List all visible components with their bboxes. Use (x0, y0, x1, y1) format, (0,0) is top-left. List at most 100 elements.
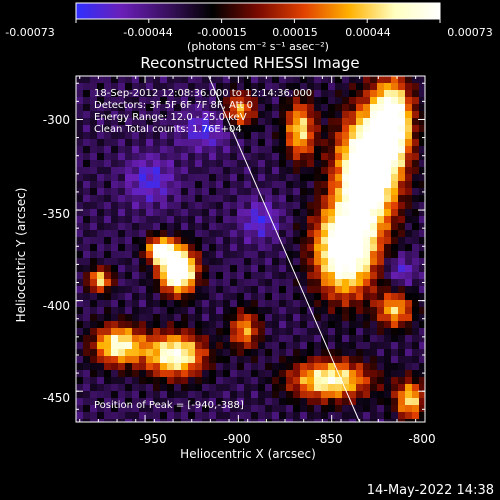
image-pixel (419, 146, 425, 154)
image-pixel (125, 412, 133, 420)
image-pixel (104, 209, 112, 217)
image-pixel (265, 419, 273, 422)
image-pixel (419, 349, 425, 357)
image-pixel (160, 195, 168, 203)
image-pixel (125, 160, 133, 168)
image-pixel (216, 419, 224, 422)
image-pixel (153, 181, 161, 189)
image-pixel (286, 83, 294, 91)
image-pixel (90, 349, 98, 357)
image-pixel (202, 405, 210, 413)
image-pixel (244, 258, 252, 266)
image-pixel (293, 160, 301, 168)
image-pixel (230, 328, 238, 336)
image-pixel (244, 384, 252, 392)
image-pixel (146, 83, 154, 91)
image-pixel (391, 391, 399, 399)
image-pixel (251, 209, 259, 217)
image-pixel (349, 377, 357, 385)
image-pixel (363, 349, 371, 357)
image-pixel (342, 405, 350, 413)
image-pixel (202, 363, 210, 371)
image-pixel (258, 377, 266, 385)
image-pixel (363, 335, 371, 343)
image-pixel (97, 363, 105, 371)
image-pixel (328, 335, 336, 343)
image-pixel (279, 181, 287, 189)
image-pixel (244, 237, 252, 245)
image-pixel (83, 412, 91, 420)
image-pixel (104, 258, 112, 266)
image-pixel (293, 118, 301, 126)
image-pixel (398, 146, 406, 154)
image-pixel (377, 216, 385, 224)
image-pixel (321, 83, 329, 91)
image-pixel (195, 153, 203, 161)
image-pixel (174, 104, 182, 112)
image-pixel (279, 244, 287, 252)
image-pixel (251, 104, 259, 112)
image-pixel (251, 356, 259, 364)
image-pixel (272, 258, 280, 266)
image-pixel (167, 321, 175, 329)
image-pixel (356, 216, 364, 224)
image-pixel (188, 293, 196, 301)
image-pixel (391, 328, 399, 336)
image-pixel (377, 139, 385, 147)
image-pixel (216, 223, 224, 231)
image-pixel (209, 328, 217, 336)
image-pixel (293, 342, 301, 350)
image-pixel (244, 293, 252, 301)
image-pixel (328, 265, 336, 273)
image-pixel (314, 132, 322, 140)
image-pixel (356, 97, 364, 105)
image-pixel (412, 153, 420, 161)
image-pixel (153, 363, 161, 371)
image-pixel (153, 83, 161, 91)
image-pixel (104, 356, 112, 364)
image-pixel (251, 307, 259, 315)
image-pixel (90, 286, 98, 294)
image-pixel (97, 202, 105, 210)
image-pixel (328, 370, 336, 378)
image-pixel (398, 216, 406, 224)
image-pixel (384, 195, 392, 203)
image-pixel (251, 167, 259, 175)
image-pixel (314, 97, 322, 105)
image-pixel (237, 181, 245, 189)
image-pixel (356, 356, 364, 364)
image-pixel (335, 174, 343, 182)
image-pixel (251, 335, 259, 343)
image-pixel (356, 125, 364, 133)
image-pixel (286, 237, 294, 245)
image-pixel (181, 321, 189, 329)
image-pixel (314, 412, 322, 420)
image-pixel (258, 230, 266, 238)
image-pixel (251, 419, 259, 422)
image-pixel (160, 293, 168, 301)
image-pixel (363, 230, 371, 238)
image-pixel (230, 111, 238, 119)
image-pixel (335, 321, 343, 329)
image-pixel (160, 209, 168, 217)
image-pixel (391, 167, 399, 175)
image-pixel (307, 412, 315, 420)
image-pixel (104, 279, 112, 287)
image-pixel (265, 118, 273, 126)
image-pixel (398, 188, 406, 196)
image-pixel (174, 188, 182, 196)
image-pixel (139, 125, 147, 133)
image-pixel (97, 384, 105, 392)
image-pixel (153, 125, 161, 133)
image-pixel (188, 300, 196, 308)
image-pixel (384, 384, 392, 392)
image-pixel (349, 279, 357, 287)
image-pixel (223, 363, 231, 371)
image-pixel (251, 237, 259, 245)
image-pixel (90, 104, 98, 112)
image-pixel (398, 174, 406, 182)
image-pixel (349, 258, 357, 266)
image-pixel (293, 251, 301, 259)
image-pixel (384, 139, 392, 147)
image-pixel (118, 391, 126, 399)
